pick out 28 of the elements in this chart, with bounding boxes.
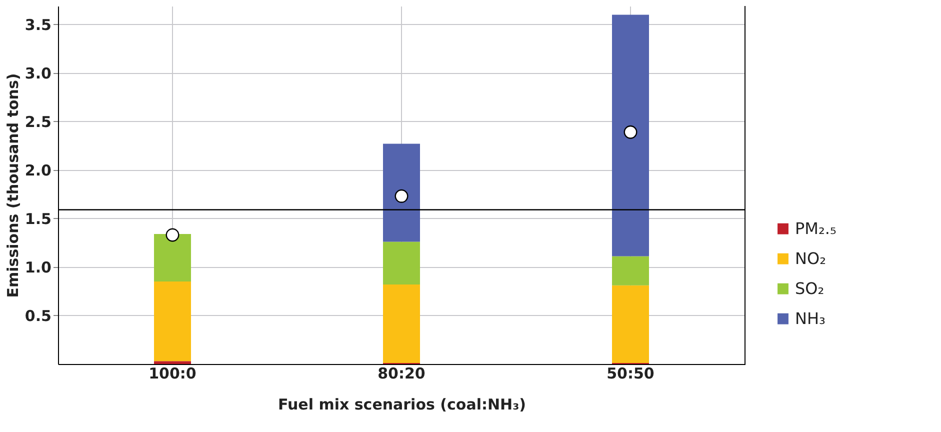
x-axis-title: Fuel mix scenarios (coal:NH₃) (278, 396, 526, 414)
bar (383, 284, 420, 364)
point (394, 189, 408, 203)
bar (383, 242, 420, 284)
y-axis-title: Emissions (thousand tons) (4, 73, 22, 298)
legend-label: NH₃ (795, 308, 826, 328)
x-tick-label: 50:50 (606, 364, 654, 382)
bar (154, 282, 191, 362)
bar (154, 361, 191, 364)
x-tick-label: 100:0 (148, 364, 196, 382)
x-tick-label: 80:20 (378, 364, 426, 382)
y-tick-label: 1.0 (24, 258, 52, 276)
point (166, 228, 180, 242)
bar (383, 144, 420, 242)
legend-label: PM₂.₅ (795, 218, 836, 238)
y-tick-label: 3.0 (24, 64, 52, 82)
point (624, 125, 638, 139)
bar (154, 234, 191, 282)
y-tick-label: 2.0 (24, 161, 52, 180)
y-tick-label: 0.5 (24, 306, 52, 325)
y-tick-label: 2.5 (24, 112, 52, 131)
bar (612, 256, 649, 286)
legend-label: SO₂ (795, 278, 824, 298)
y-tick-label: 1.5 (24, 210, 52, 228)
bar (612, 285, 649, 364)
legend-label: NO₂ (795, 248, 826, 268)
y-tick-label: 3.5 (24, 16, 52, 34)
bar (612, 14, 649, 256)
